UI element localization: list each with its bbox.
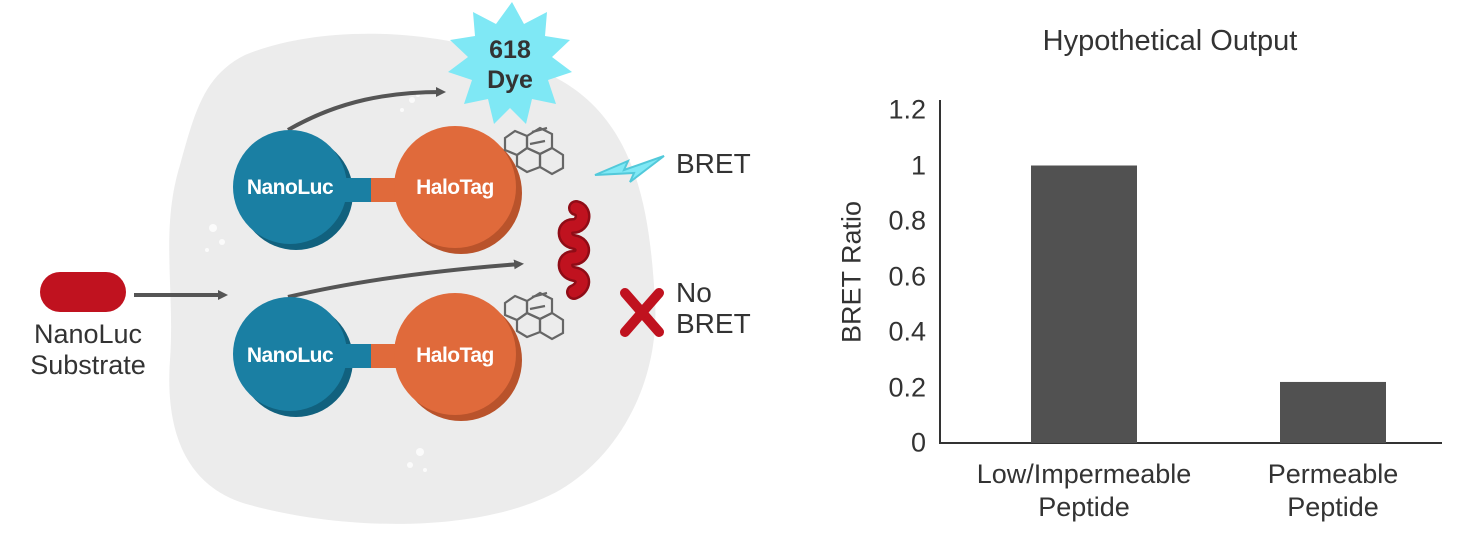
bars-group: [1031, 165, 1386, 443]
substrate-label-line2: Substrate: [30, 350, 146, 380]
no-bret-label: No BRET: [676, 277, 751, 339]
y-tick-label: 0.2: [888, 372, 926, 402]
halotag-circle: [394, 126, 516, 248]
y-tick-label: 1.2: [888, 94, 926, 125]
bottom-fusion-protein: [233, 293, 522, 421]
nanoluc-circle: [233, 297, 347, 411]
y-axis-label: BRET Ratio: [836, 200, 867, 344]
peptide-helix: [557, 200, 591, 300]
bar-1: [1280, 381, 1386, 443]
substrate-pill: [40, 272, 126, 312]
nanoluc-label-top: NanoLuc: [246, 176, 334, 199]
nanoluc-label-bottom: NanoLuc: [246, 344, 334, 367]
ligand-structure-bottom: [503, 291, 565, 341]
substrate-label: NanoLuc Substrate: [22, 319, 154, 381]
bret-label: BRET: [676, 148, 751, 179]
y-tick-label: 0.8: [888, 205, 926, 236]
no-bret-cross-icon: [620, 288, 664, 337]
x-category-label-line: Low/Impermeable: [976, 459, 1192, 489]
dye-label-line2: Dye: [487, 66, 533, 94]
halotag-label-bottom: HaloTag: [416, 344, 494, 367]
x-category-label-line: Peptide: [1038, 492, 1130, 522]
y-tick-label: 0.4: [888, 316, 926, 347]
halotag-circle: [394, 293, 516, 415]
x-category-label-line: Peptide: [1287, 492, 1379, 522]
bar-0: [1031, 165, 1137, 443]
y-tick-label: 0: [910, 427, 926, 458]
substrate-label-line1: NanoLuc: [33, 319, 143, 349]
halotag-label-top: HaloTag: [416, 176, 494, 199]
top-fusion-protein: [233, 126, 522, 254]
bar-chart: [939, 100, 1442, 444]
y-tick-label: 1: [910, 150, 926, 180]
x-category-label: Permeable Peptide: [1268, 458, 1399, 524]
dye-label-line1: 618: [489, 36, 531, 64]
nanoluc-circle: [233, 130, 347, 244]
x-category-label-line: Permeable: [1267, 459, 1399, 489]
dye-starburst: [448, 2, 572, 124]
no-bret-line1: No: [676, 277, 712, 308]
peptide-arrow: [287, 259, 524, 299]
y-tick-label: 0.6: [888, 261, 926, 291]
nanoluc-connector: [343, 344, 371, 368]
x-category-label: Low/Impermeable Peptide: [977, 458, 1192, 524]
dye-label: 618 Dye: [487, 35, 533, 95]
ligand-structure-top: [503, 126, 565, 176]
nanoluc-connector: [343, 178, 371, 202]
chart-title: Hypothetical Output: [1042, 25, 1298, 57]
cell-speckles: [205, 93, 427, 472]
bret-lightning-icon: [594, 155, 665, 183]
no-bret-line2: BRET: [676, 308, 751, 339]
dye-arrow: [287, 87, 446, 132]
